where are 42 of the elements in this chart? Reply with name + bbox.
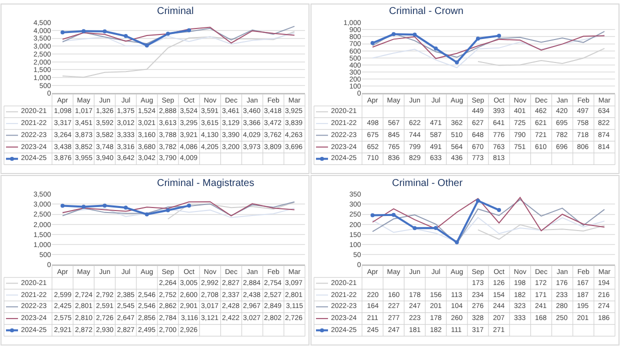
line-series xyxy=(372,199,605,244)
point xyxy=(454,60,459,64)
point xyxy=(124,206,128,210)
line-series xyxy=(62,201,295,216)
chart-title: Criminal - Crown xyxy=(389,6,464,17)
line-series xyxy=(372,34,605,68)
point xyxy=(392,212,396,217)
point xyxy=(60,204,65,208)
point xyxy=(497,34,502,38)
point xyxy=(454,240,459,244)
point xyxy=(60,30,65,34)
point xyxy=(166,32,170,36)
point xyxy=(144,212,149,216)
point xyxy=(497,208,502,212)
line-series xyxy=(167,202,295,220)
point xyxy=(124,34,128,38)
chart-title: Criminal xyxy=(157,6,194,17)
point xyxy=(476,36,480,41)
point xyxy=(82,29,86,34)
point xyxy=(476,198,480,203)
point xyxy=(412,226,417,230)
chart-title: Criminal - Other xyxy=(392,178,464,189)
point xyxy=(82,204,86,209)
point xyxy=(166,208,170,212)
point xyxy=(144,43,149,48)
line-series xyxy=(372,197,605,232)
point xyxy=(102,204,107,208)
point xyxy=(187,28,192,32)
line-series xyxy=(477,224,605,240)
point xyxy=(434,226,438,230)
line-series xyxy=(477,48,605,66)
point xyxy=(187,204,192,208)
point xyxy=(370,213,375,218)
point xyxy=(370,41,375,46)
point xyxy=(434,46,438,50)
line-series xyxy=(372,30,605,58)
point xyxy=(392,32,396,36)
line-series xyxy=(62,31,295,78)
point xyxy=(102,29,107,34)
chart-title: Criminal - Magistrates xyxy=(157,178,254,189)
line-series xyxy=(62,32,295,46)
point xyxy=(412,32,417,37)
